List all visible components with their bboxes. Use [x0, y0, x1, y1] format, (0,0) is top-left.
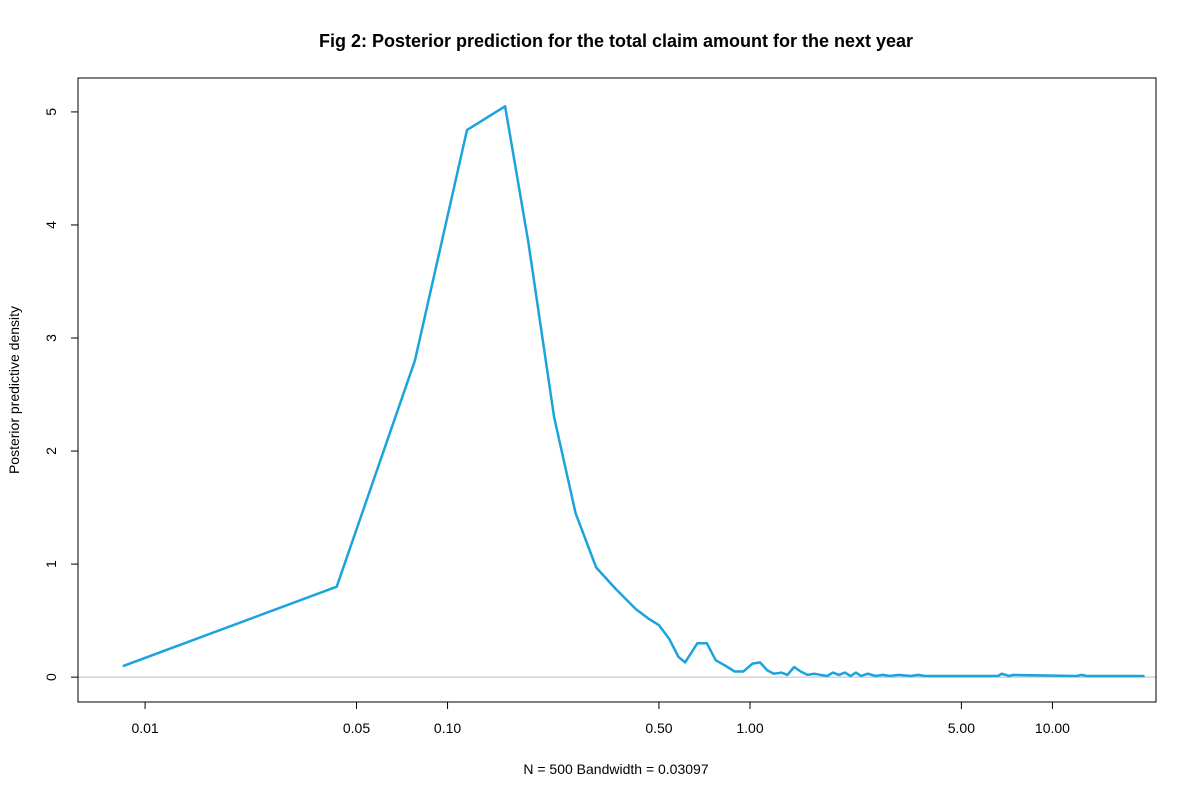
- x-tick-label: 10.00: [1035, 720, 1070, 736]
- x-axis-label: N = 500 Bandwidth = 0.03097: [523, 761, 708, 777]
- y-tick-label: 2: [43, 447, 59, 455]
- chart-title: Fig 2: Posterior prediction for the tota…: [319, 31, 913, 51]
- y-tick-label: 1: [43, 560, 59, 568]
- x-tick-label: 1.00: [736, 720, 763, 736]
- x-tick-label: 0.50: [645, 720, 672, 736]
- y-tick-label: 0: [43, 673, 59, 681]
- y-tick-label: 3: [43, 334, 59, 342]
- x-axis: 0.01 0.05 0.10 0.50 1.00 5.00 10.00: [131, 701, 1070, 736]
- x-tick-label: 0.10: [434, 720, 461, 736]
- x-tick-label: 0.05: [343, 720, 370, 736]
- density-line: [122, 105, 1145, 678]
- y-axis: 0 1 2 3 4 5: [43, 108, 79, 681]
- x-tick-label: 0.01: [131, 720, 158, 736]
- y-axis-label: Posterior predictive density: [6, 306, 22, 474]
- plot-frame: [77, 77, 1157, 703]
- x-tick-label: 5.00: [948, 720, 975, 736]
- y-tick-label: 4: [43, 221, 59, 229]
- y-tick-label: 5: [43, 108, 59, 116]
